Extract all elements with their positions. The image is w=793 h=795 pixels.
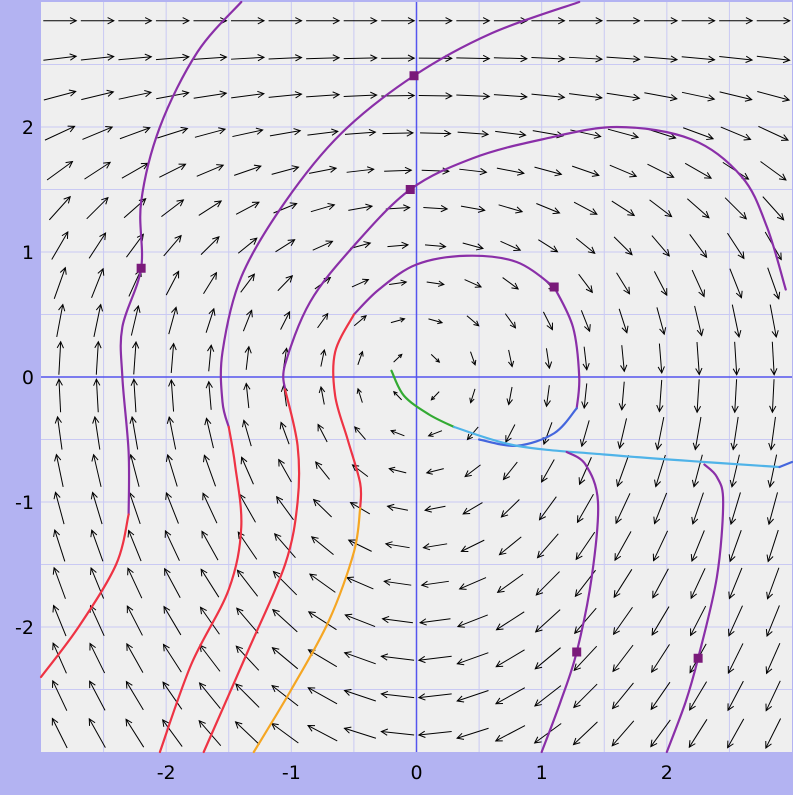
initial-point-marker	[694, 654, 703, 663]
initial-point-marker	[550, 283, 559, 292]
y-tick-label: 0	[22, 367, 34, 389]
x-tick-labels: -2 -1 0 1 2	[157, 762, 673, 784]
initial-point-marker	[406, 185, 415, 194]
x-tick-label: 1	[536, 762, 548, 784]
y-tick-label: 2	[22, 117, 34, 139]
initial-point-marker	[137, 264, 146, 273]
initial-point-marker	[572, 648, 581, 657]
initial-point-marker	[409, 71, 418, 80]
y-tick-labels: 2 1 0 -1 -2	[15, 117, 34, 639]
x-tick-label: 2	[661, 762, 673, 784]
y-tick-label: 1	[22, 242, 34, 264]
x-tick-label: 0	[410, 762, 422, 784]
x-tick-label: -2	[157, 762, 176, 784]
x-tick-label: -1	[282, 762, 301, 784]
y-tick-label: -2	[15, 617, 34, 639]
y-tick-label: -1	[15, 492, 34, 514]
